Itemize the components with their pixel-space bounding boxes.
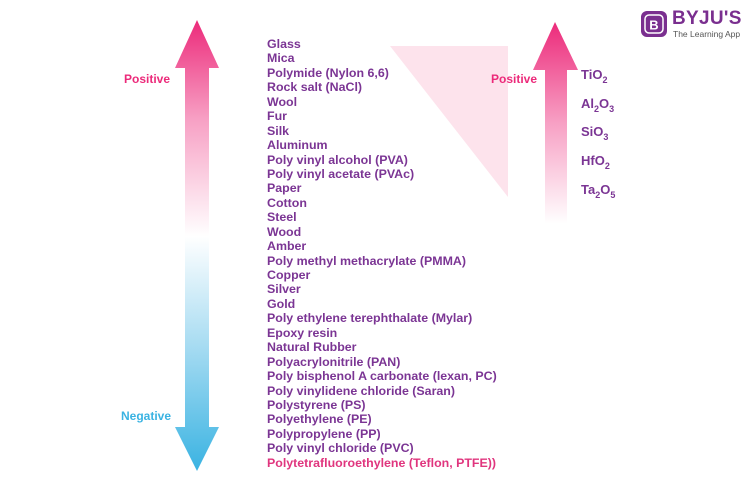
oxide-item: HfO2 xyxy=(581,152,615,181)
oxide-subscript: 2 xyxy=(604,161,610,172)
series-item: Fur xyxy=(267,109,287,124)
series-item: Poly bisphenol A carbonate (lexan, PC) xyxy=(267,369,497,384)
oxide-symbol: O xyxy=(600,181,611,197)
series-item: Poly vinyl alcohol (PVA) xyxy=(267,152,408,167)
oxide-item: Ta2O5 xyxy=(581,181,615,210)
oxide-item: TiO2 xyxy=(581,66,615,95)
oxide-subscript: 2 xyxy=(602,75,608,85)
main-arrow-shape xyxy=(175,20,219,471)
series-item: Poly ethylene terephthalate (Mylar) xyxy=(267,311,473,326)
series-item: Polytetrafluoroethylene (Teflon, PTFE)) xyxy=(267,455,497,470)
byjus-badge-icon: B xyxy=(641,11,667,37)
byjus-wordmark: BYJU'S xyxy=(672,8,742,29)
oxide-subscript: 2 xyxy=(594,103,600,114)
series-item: Poly vinyl chloride (PVC) xyxy=(267,441,414,456)
series-item: Epoxy resin xyxy=(267,325,338,340)
series-item: Poly methyl methacrylate (PMMA) xyxy=(267,253,466,268)
series-item: Wood xyxy=(267,224,302,239)
oxide-subscript: 3 xyxy=(603,132,609,143)
series-item: Glass xyxy=(267,37,301,51)
oxide-symbol: HfO xyxy=(581,153,605,169)
series-item: Steel xyxy=(267,210,297,225)
series-item: Copper xyxy=(267,268,311,282)
series-item: Polymide (Nylon 6,6) xyxy=(267,65,389,80)
oxide-symbol: O xyxy=(599,95,610,111)
series-item: Gold xyxy=(267,296,296,311)
svg-text:B: B xyxy=(649,18,658,33)
oxide-subscript: 3 xyxy=(609,103,615,114)
series-item: Polyacrylonitrile (PAN) xyxy=(267,354,401,369)
left-positive-label: Positive xyxy=(124,72,171,86)
series-item: Polystyrene (PS) xyxy=(267,397,366,412)
series-item: Amber xyxy=(267,239,307,254)
series-item: Natural Rubber xyxy=(267,340,357,355)
oxide-series-list: TiO2 Al2O3 SiO3 HfO2 Ta2O5 xyxy=(581,66,615,209)
oxide-symbol: Ta xyxy=(581,181,596,197)
oxide-item: Al2O3 xyxy=(581,95,615,124)
left-negative-label: Negative xyxy=(121,409,172,423)
oxide-item: SiO3 xyxy=(581,123,615,152)
right-positive-label: Positive xyxy=(491,72,538,86)
series-item: Polyethylene (PE) xyxy=(267,412,372,427)
series-item: Rock salt (NaCl) xyxy=(267,80,363,95)
series-item: Poly vinylidene chloride (Saran) xyxy=(267,383,455,398)
triboelectric-series-list: Glass Mica Polymide (Nylon 6,6) Rock salt (… xyxy=(267,37,497,470)
series-item: Silver xyxy=(267,282,301,297)
series-item: Wool xyxy=(267,94,298,109)
oxide-symbol: TiO xyxy=(581,67,603,82)
series-item: Poly vinyl acetate (PVAc) xyxy=(267,166,415,181)
series-item: Cotton xyxy=(267,195,307,210)
oxide-subscript: 5 xyxy=(610,189,616,200)
oxide-symbol: Al xyxy=(581,95,594,111)
byjus-tagline: The Learning App xyxy=(673,29,741,39)
series-item: Mica xyxy=(267,51,295,66)
series-item: Paper xyxy=(267,181,302,196)
oxide-subscript: 2 xyxy=(595,189,601,200)
oxide-symbol: SiO xyxy=(581,124,604,140)
series-item: Silk xyxy=(267,123,290,138)
series-item: Aluminum xyxy=(267,138,328,153)
series-item: Polypropylene (PP) xyxy=(267,426,381,441)
